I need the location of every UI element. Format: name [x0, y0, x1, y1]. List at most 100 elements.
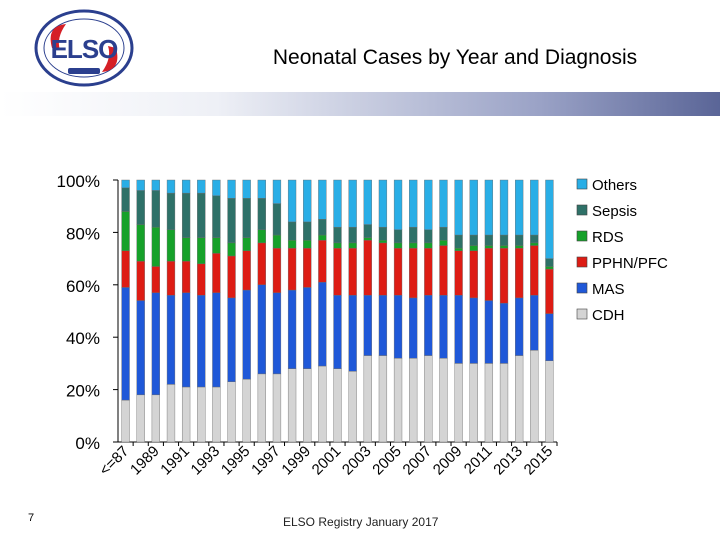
bar-segment-rds	[242, 237, 251, 251]
bar-segment-sepsis	[484, 234, 494, 246]
bar-segment-others	[166, 179, 176, 194]
bar-segment-sepsis	[378, 226, 388, 241]
bar-segment-pphn-pfc	[530, 245, 539, 296]
bar-segment-rds	[136, 224, 145, 262]
bar-segment-sepsis	[469, 234, 478, 246]
bar-segment-sepsis	[439, 226, 448, 241]
bar-segment-rds	[530, 242, 539, 246]
legend-label: Others	[592, 177, 637, 194]
bar-segment-others	[454, 179, 463, 236]
bar-segment-pphn-pfc	[363, 240, 372, 296]
bar-segment-others	[409, 179, 418, 228]
bar-segment-cdh	[378, 355, 388, 443]
x-tick-label: 2007	[400, 443, 436, 479]
bar-segment-others	[378, 179, 388, 228]
bar-segment-cdh	[499, 363, 509, 443]
header-band	[0, 92, 720, 116]
bar-segment-cdh	[545, 360, 554, 443]
x-tick-label: 1999	[278, 443, 314, 479]
bar-segment-pphn-pfc	[409, 247, 418, 299]
bar-segment-cdh	[181, 386, 191, 443]
bar-segment-rds	[409, 242, 418, 249]
legend-swatch	[576, 178, 588, 190]
bar-segment-sepsis	[151, 190, 160, 228]
x-tick-label: 1993	[188, 443, 224, 479]
bar-segment-sepsis	[530, 234, 539, 244]
bar-segment-cdh	[212, 386, 221, 443]
x-tick-label: 1997	[248, 443, 284, 479]
bar-segment-pphn-pfc	[272, 247, 282, 293]
bar-segment-pphn-pfc	[484, 247, 494, 301]
legend-label: MAS	[592, 281, 625, 298]
bar-segment-cdh	[363, 355, 372, 443]
bar-segment-pphn-pfc	[439, 245, 448, 296]
y-tick-label: 20%	[66, 382, 100, 401]
bar-segment-pphn-pfc	[393, 247, 403, 296]
bar-segment-rds	[439, 240, 448, 246]
bar-segment-others	[393, 179, 403, 230]
bar-segment-rds	[499, 245, 509, 249]
bar-segment-pphn-pfc	[318, 240, 327, 283]
bar-segment-mas	[257, 284, 266, 375]
bar-segment-sepsis	[348, 226, 357, 244]
bar-segment-others	[530, 179, 539, 236]
bar-segment-mas	[515, 297, 524, 356]
bar-segment-cdh	[318, 365, 327, 443]
bar-segment-cdh	[287, 368, 297, 443]
bar-segment-others	[303, 179, 312, 223]
bar-segment-pphn-pfc	[424, 247, 433, 296]
bar-segment-mas	[484, 300, 494, 364]
bar-segment-rds	[454, 247, 463, 251]
bar-segment-cdh	[227, 381, 236, 443]
bar-segment-others	[363, 179, 372, 225]
bar-segment-sepsis	[212, 195, 221, 238]
bar-segment-pphn-pfc	[242, 250, 251, 291]
bar-segment-rds	[166, 229, 176, 262]
bar-segment-pphn-pfc	[121, 250, 130, 288]
bar-segment-others	[545, 179, 554, 259]
bar-segment-mas	[439, 295, 448, 359]
y-tick-label: 60%	[66, 277, 100, 296]
bar-segment-rds	[303, 240, 312, 249]
bar-segment-sepsis	[424, 229, 433, 244]
legend-swatch	[576, 282, 588, 294]
bar-segment-rds	[363, 237, 372, 241]
bar-segment-mas	[136, 300, 145, 396]
y-tick-label: 40%	[66, 329, 100, 348]
bar-segment-sepsis	[287, 221, 297, 241]
bar-segment-pphn-pfc	[454, 250, 463, 296]
elso-logo: ELSO	[32, 8, 136, 88]
bar-segment-cdh	[484, 363, 494, 443]
bar-segment-others	[181, 179, 191, 194]
bar-segment-mas	[378, 295, 388, 356]
bar-segment-cdh	[136, 394, 145, 443]
bar-segment-others	[499, 179, 509, 236]
footer-text: ELSO Registry January 2017	[283, 515, 439, 529]
bar-segment-sepsis	[333, 226, 342, 244]
bar-segment-mas	[121, 287, 130, 401]
bar-segment-rds	[484, 245, 494, 249]
bar-segment-sepsis	[181, 192, 191, 238]
bar-segment-sepsis	[409, 226, 418, 244]
bar-segment-cdh	[197, 386, 206, 443]
bar-segment-pphn-pfc	[136, 261, 145, 301]
bar-segment-sepsis	[136, 190, 145, 225]
bar-segment-cdh	[348, 371, 357, 443]
bar-segment-sepsis	[242, 198, 251, 238]
bar-segment-mas	[393, 295, 403, 359]
bar-segment-others	[242, 179, 251, 199]
bar-segment-rds	[227, 242, 236, 257]
x-tick-label: <=87	[96, 443, 132, 479]
bar-segment-cdh	[166, 384, 176, 443]
bar-segment-rds	[257, 229, 266, 244]
bar-segment-others	[197, 179, 206, 194]
stacked-bar-chart: 0%20%40%60%80%100%<=87198919911993199519…	[57, 172, 668, 479]
bar-segment-pphn-pfc	[303, 247, 312, 288]
legend-swatch	[576, 230, 588, 242]
bar-segment-sepsis	[363, 224, 372, 238]
bar-segment-sepsis	[197, 192, 206, 238]
bar-segment-pphn-pfc	[257, 242, 266, 285]
bar-segment-sepsis	[318, 219, 327, 236]
bar-segment-cdh	[515, 355, 524, 443]
x-tick-label: 2001	[309, 443, 345, 479]
